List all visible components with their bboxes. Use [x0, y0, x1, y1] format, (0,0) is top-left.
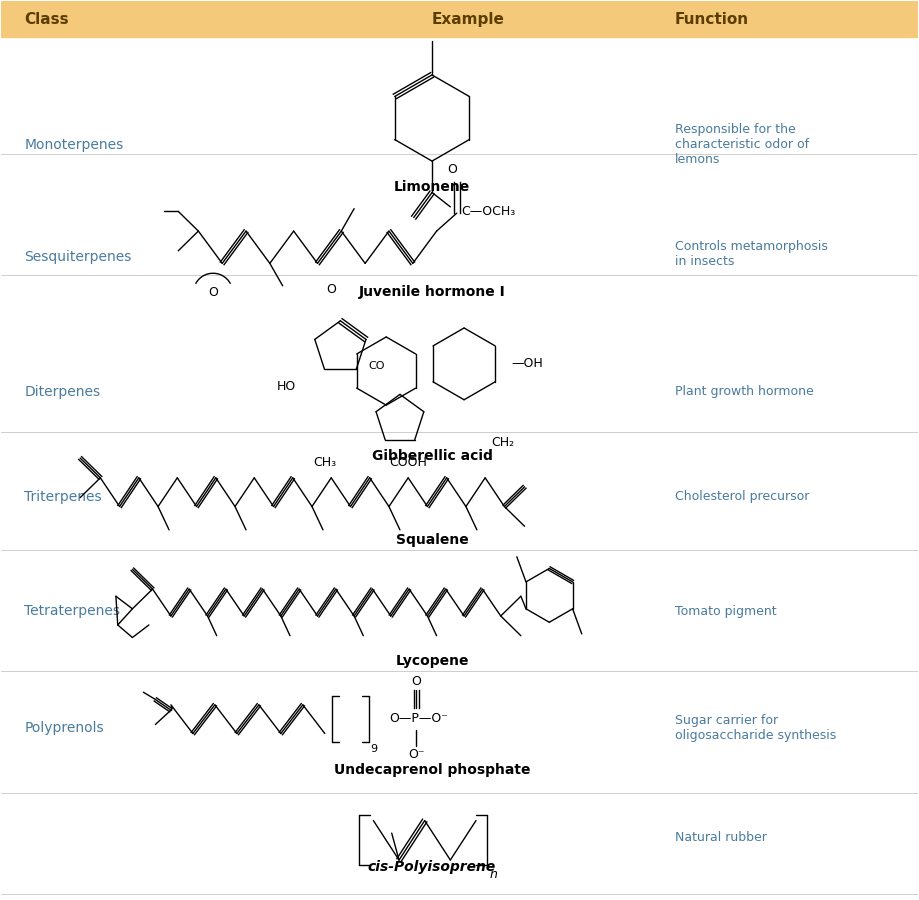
- Text: Cholesterol precursor: Cholesterol precursor: [675, 491, 810, 503]
- Text: CH₃: CH₃: [313, 456, 336, 469]
- Text: —OH: —OH: [512, 357, 543, 371]
- Text: Sesquiterpenes: Sesquiterpenes: [24, 250, 131, 264]
- Text: Controls metamorphosis
in insects: Controls metamorphosis in insects: [675, 240, 828, 268]
- Text: O: O: [208, 286, 218, 300]
- Text: Class: Class: [24, 12, 69, 27]
- Text: O: O: [412, 675, 422, 688]
- Text: cis-Polyisoprene: cis-Polyisoprene: [368, 860, 496, 874]
- Text: Plant growth hormone: Plant growth hormone: [675, 385, 813, 398]
- Text: Tomato pigment: Tomato pigment: [675, 605, 777, 618]
- Text: Triterpenes: Triterpenes: [24, 490, 102, 504]
- Text: Juvenile hormone I: Juvenile hormone I: [358, 285, 505, 299]
- Text: Sugar carrier for
oligosaccharide synthesis: Sugar carrier for oligosaccharide synthe…: [675, 714, 836, 742]
- Bar: [2, 2, 917, 37]
- Text: CO: CO: [369, 361, 385, 371]
- Text: HO: HO: [277, 380, 296, 392]
- Text: Limonene: Limonene: [394, 180, 471, 194]
- Text: C—OCH₃: C—OCH₃: [461, 205, 516, 218]
- Text: Responsible for the
characteristic odor of
lemons: Responsible for the characteristic odor …: [675, 123, 809, 166]
- Text: Undecaprenol phosphate: Undecaprenol phosphate: [334, 763, 530, 778]
- Text: Squalene: Squalene: [396, 533, 469, 546]
- Text: Function: Function: [675, 12, 749, 27]
- Text: n: n: [490, 868, 497, 881]
- Text: Lycopene: Lycopene: [395, 653, 469, 668]
- Text: Monoterpenes: Monoterpenes: [24, 138, 123, 152]
- Text: COOH: COOH: [389, 456, 426, 469]
- Text: Example: Example: [432, 12, 505, 27]
- Text: O⁻: O⁻: [408, 748, 425, 760]
- Text: Natural rubber: Natural rubber: [675, 831, 766, 844]
- Text: O: O: [326, 283, 336, 296]
- Text: Diterpenes: Diterpenes: [24, 384, 100, 399]
- Text: Polyprenols: Polyprenols: [24, 721, 104, 735]
- Text: O: O: [448, 163, 457, 176]
- Text: Tetraterpenes: Tetraterpenes: [24, 605, 120, 618]
- Text: 9: 9: [370, 744, 378, 754]
- Text: CH₂: CH₂: [492, 436, 515, 449]
- Text: Gibberellic acid: Gibberellic acid: [371, 449, 493, 464]
- Text: O—P—O⁻: O—P—O⁻: [389, 712, 448, 724]
